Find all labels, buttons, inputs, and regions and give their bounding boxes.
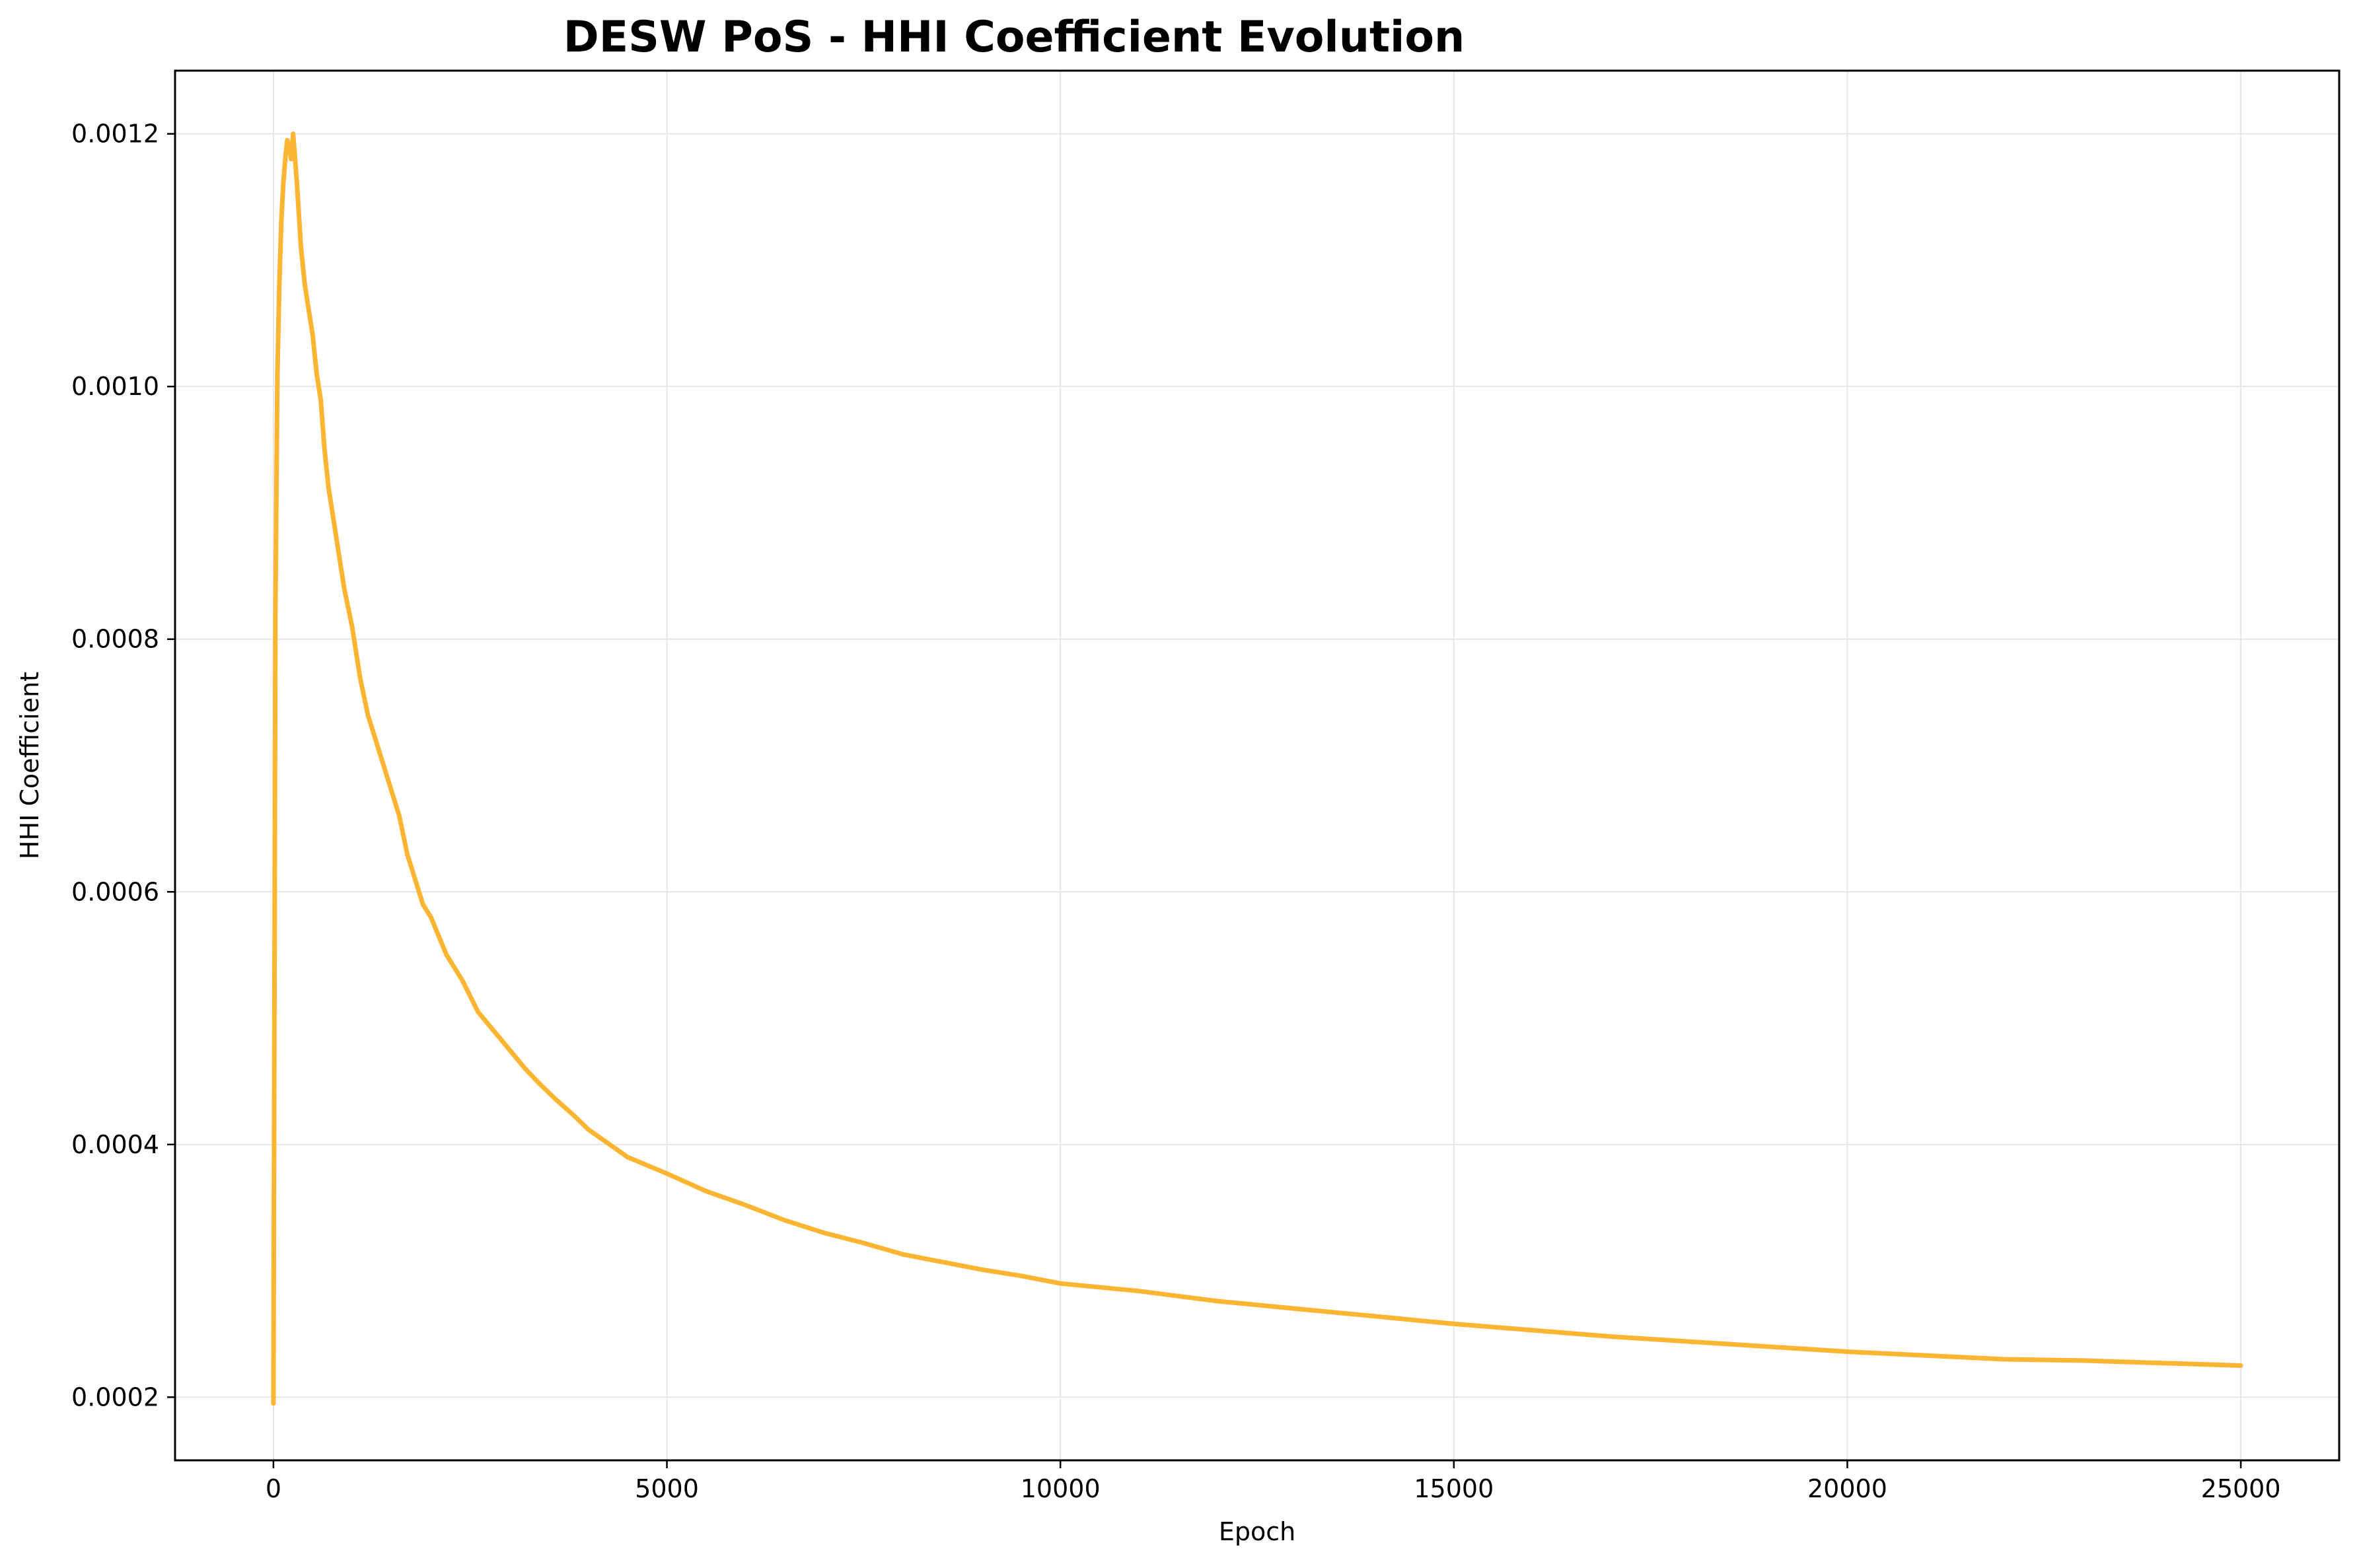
y-tick-label: 0.0006: [71, 877, 159, 906]
x-tick-label: 25000: [2201, 1474, 2281, 1503]
y-tick-label: 0.0012: [71, 120, 159, 149]
x-tick-label: 10000: [1021, 1474, 1101, 1503]
y-axis-label: HHI Coefficient: [15, 672, 44, 859]
y-tick-label: 0.0008: [71, 625, 159, 654]
y-tick-label: 0.0010: [71, 372, 159, 401]
series-line: [271, 131, 2243, 1406]
grid-layer: [175, 71, 2339, 1460]
x-tick-label: 20000: [1807, 1474, 1887, 1503]
plot-frame: [174, 69, 2341, 1462]
y-tick-label: 0.0002: [71, 1382, 159, 1411]
chart-title: DESW PoS - HHI Coefficient Evolution: [563, 13, 1465, 62]
x-axis-label: Epoch: [1219, 1517, 1295, 1546]
x-tick-label: 0: [266, 1474, 281, 1503]
series-layer: [271, 131, 2243, 1406]
x-tick-label: 15000: [1414, 1474, 1494, 1503]
y-tick-label: 0.0004: [71, 1130, 159, 1159]
tick-layer: 0 5000 10000 15000 20000 25000 0.0002 0.0004 0.0…: [71, 120, 2281, 1503]
x-tick-label: 5000: [635, 1474, 699, 1503]
